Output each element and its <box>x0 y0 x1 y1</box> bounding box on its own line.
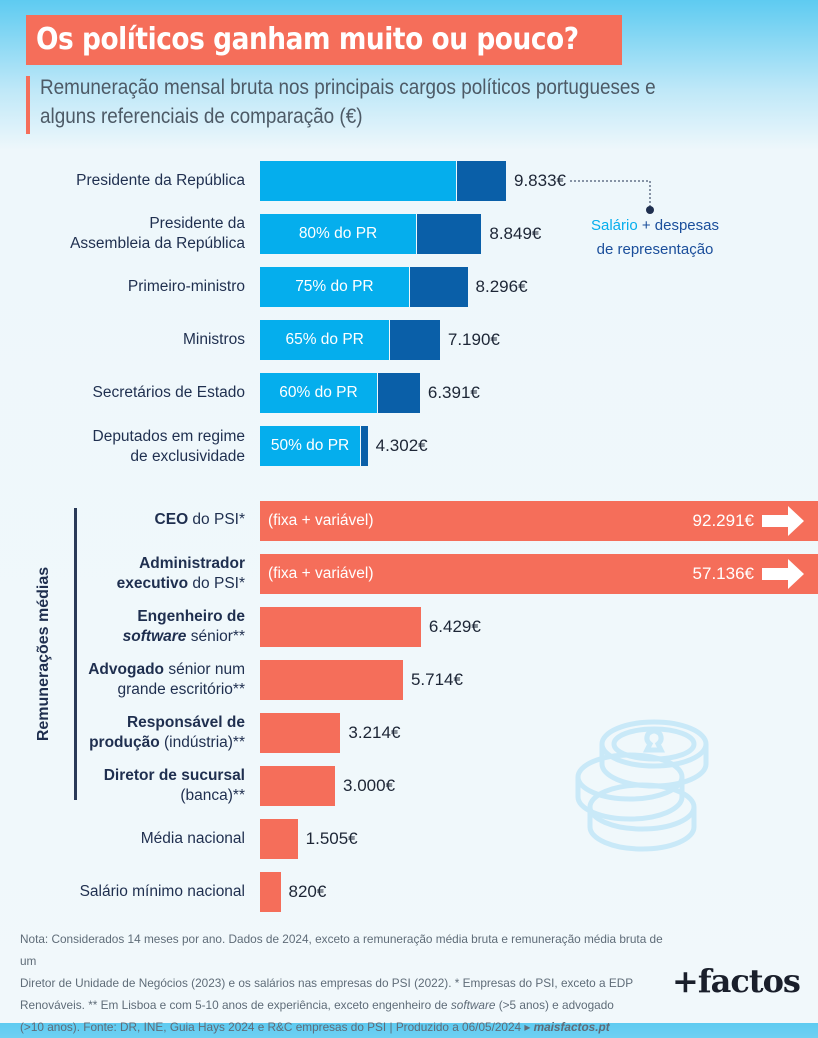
label-responsavel-producao: Responsável de produção (indústria)** <box>89 714 245 751</box>
bar-note: (fixa + variável) <box>268 565 374 582</box>
bar-pct-label: 75% do PR <box>295 278 374 295</box>
bar-value-label: 92.291€ <box>692 511 754 530</box>
bar-representation <box>390 320 440 360</box>
bar-reference <box>260 554 818 594</box>
bar-value-label: 8.296€ <box>475 277 528 296</box>
bar-value-label: 1.505€ <box>305 829 358 848</box>
coins-icon <box>575 719 709 852</box>
label-diretor-sucursal: Diretor de sucursal (banca)** <box>103 767 245 804</box>
source-link[interactable]: maisfactos.pt <box>533 1020 610 1034</box>
bar-salary <box>260 320 390 360</box>
label-salario-minimo: Salário mínimo nacional <box>79 883 245 900</box>
label-administrador-psi: Administrador executivo do PSI* <box>116 555 245 592</box>
label-media-nacional: Média nacional <box>140 830 245 847</box>
bar-value-label: 3.000€ <box>343 776 396 795</box>
bar-salary <box>260 267 409 307</box>
bar-representation <box>417 214 482 254</box>
label-ministros: Ministros <box>182 331 245 348</box>
bar-reference <box>260 501 818 541</box>
bar-value-label: 8.849€ <box>489 224 542 243</box>
chart-title: Os políticos ganham muito ou pouco? <box>26 15 622 65</box>
label-secretarios-estado: Secretários de Estado <box>92 384 245 401</box>
bar-salary <box>260 373 378 413</box>
legend-salary: Salário <box>590 217 638 234</box>
arrow-right-icon <box>762 506 804 536</box>
arrow-right-icon <box>762 559 804 589</box>
bar-salary <box>260 426 361 466</box>
bar-salary <box>260 161 456 201</box>
label-primeiro-ministro: Primeiro-ministro <box>127 278 245 295</box>
label-presidente-assembleia: Presidente da Assembleia da República <box>70 215 245 252</box>
bar-value-label: 6.391€ <box>427 383 480 402</box>
bar-value-label: 57.136€ <box>692 564 754 583</box>
bar-representation <box>409 267 468 307</box>
subtitle-accent <box>26 76 30 134</box>
bar-reference <box>260 607 421 647</box>
bar-representation <box>361 426 368 466</box>
bar-value-label: 4.302€ <box>375 436 428 455</box>
label-ceo-psi: CEO do PSI* <box>154 511 245 528</box>
bar-reference <box>260 819 298 859</box>
legend-representation: + despesas <box>637 217 719 234</box>
bar-reference <box>260 872 281 912</box>
bar-pct-label: 50% do PR <box>270 437 350 454</box>
logo: +factos <box>672 962 801 1000</box>
bar-value-label: 820€ <box>288 882 327 901</box>
bar-reference <box>260 766 336 806</box>
bar-value-label: 5.714€ <box>410 670 463 689</box>
label-presidente-republica: Presidente da República <box>76 172 245 189</box>
bar-value-label: 7.190€ <box>447 330 500 349</box>
bar-value-label: 3.214€ <box>348 723 401 742</box>
bar-value-label: 6.429€ <box>428 617 481 636</box>
bar-salary <box>260 214 417 254</box>
bar-representation <box>456 161 506 201</box>
group-bracket <box>74 508 77 800</box>
bar-pct-label: 80% do PR <box>298 225 378 242</box>
footnote: Nota: Considerados 14 meses por ano. Dad… <box>20 932 663 1034</box>
label-deputados: Deputados em regime de exclusividade <box>92 428 246 465</box>
label-advogado: Advogado sénior num grande escritório** <box>88 661 245 698</box>
chart-subtitle: Remuneração mensal bruta nos principais … <box>40 76 656 128</box>
bar-value-label: 9.833€ <box>514 171 566 190</box>
bar-pct-label: 60% do PR <box>279 384 358 401</box>
bar-reference <box>260 713 341 753</box>
bar-representation <box>378 373 420 413</box>
legend: Salário + despesas de representação <box>590 217 719 258</box>
bar-pct-label: 65% do PR <box>285 331 364 348</box>
bar-note: (fixa + variável) <box>268 512 374 529</box>
group-label: Remunerações médias <box>35 566 52 742</box>
legend-connector <box>570 180 654 214</box>
bar-reference <box>260 660 403 700</box>
label-engenheiro-software: Engenheiro de software sénior** <box>122 608 245 645</box>
